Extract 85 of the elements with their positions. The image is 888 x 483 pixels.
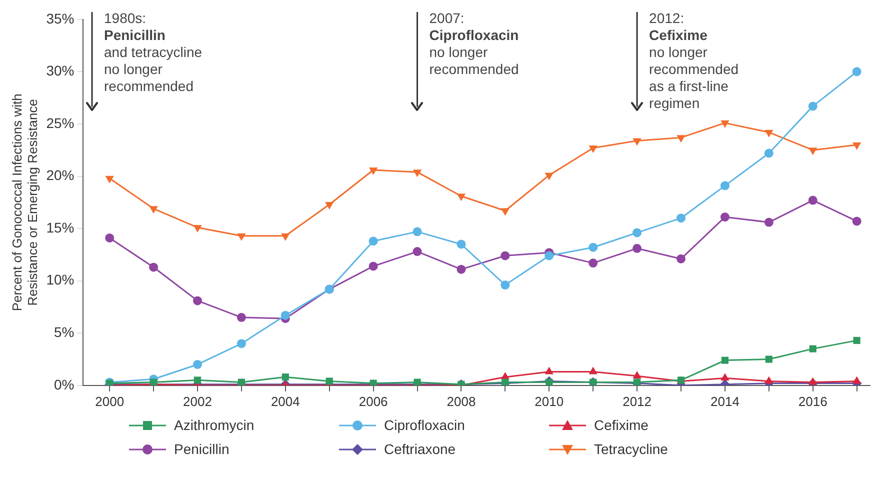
y-tick-label: 30% — [46, 62, 74, 79]
legend-label: Cefixime — [594, 417, 648, 433]
point — [282, 374, 289, 381]
x-tick-label: 2016 — [798, 394, 828, 409]
point — [237, 233, 246, 241]
point — [676, 214, 686, 223]
point — [500, 280, 510, 290]
y-tick-label: 15% — [46, 219, 74, 236]
point — [149, 262, 158, 272]
point — [720, 373, 730, 381]
point — [325, 202, 334, 210]
point — [456, 194, 466, 202]
x-tick-label: 2010 — [534, 394, 564, 409]
y-tick-label: 20% — [46, 167, 74, 184]
point — [853, 336, 860, 344]
point — [105, 176, 114, 184]
point — [412, 227, 422, 236]
point — [544, 366, 554, 374]
legend-label: Azithromycin — [174, 417, 254, 433]
legend-label: Ceftriaxone — [384, 441, 456, 457]
point — [105, 233, 114, 242]
point — [280, 310, 290, 320]
legend-label: Penicillin — [174, 441, 230, 457]
point — [852, 216, 862, 226]
y-axis-title: Percent of Gonococcal Infections with Resistance or Emerging Resistance — [9, 94, 40, 312]
x-tick-label: 2014 — [710, 394, 740, 409]
point — [632, 370, 642, 378]
y-tick-label: 5% — [54, 324, 74, 340]
point — [194, 376, 202, 384]
point — [720, 120, 730, 128]
legend-label: Ciprofloxacin — [384, 417, 465, 433]
point — [544, 251, 554, 260]
ref-line-label: 2012: Cefixime no longer recommended as a first-line regimen — [649, 10, 739, 111]
point — [676, 135, 686, 143]
x-tick-label: 2002 — [183, 394, 212, 409]
point — [808, 102, 818, 111]
point — [588, 366, 598, 374]
point — [236, 312, 246, 322]
point — [764, 148, 774, 158]
point — [720, 181, 730, 190]
point — [544, 172, 554, 180]
point — [632, 244, 642, 253]
x-tick-label: 2006 — [358, 394, 388, 409]
point — [500, 208, 510, 216]
point — [721, 356, 728, 364]
point — [808, 148, 818, 156]
point — [765, 356, 772, 363]
legend-label: Tetracycline — [594, 441, 668, 457]
point — [368, 167, 378, 175]
point — [546, 378, 553, 386]
point — [808, 196, 818, 205]
point — [720, 212, 730, 222]
point — [676, 254, 686, 264]
point — [456, 264, 466, 274]
ref-line-label: 2007: Ciprofloxacin no longer recommended — [429, 10, 519, 77]
point — [456, 240, 466, 249]
point — [236, 339, 246, 348]
point — [852, 142, 862, 150]
point — [764, 218, 774, 227]
x-tick-label: 2012 — [622, 394, 652, 409]
x-tick-label: 2008 — [446, 394, 476, 409]
point — [809, 345, 816, 352]
point — [368, 262, 378, 271]
point — [632, 228, 642, 238]
point — [500, 251, 510, 260]
point — [193, 224, 202, 232]
point — [412, 170, 422, 178]
y-tick-label: 10% — [46, 272, 74, 288]
point — [193, 296, 202, 306]
point — [632, 138, 642, 146]
x-tick-label: 2000 — [95, 394, 124, 409]
point — [588, 146, 598, 154]
point — [281, 233, 290, 241]
y-tick-label: 35% — [46, 10, 74, 26]
y-tick-label: 25% — [46, 114, 74, 131]
point — [412, 247, 422, 256]
point — [368, 236, 378, 246]
point — [149, 206, 158, 214]
x-tick-label: 2004 — [270, 394, 300, 409]
point — [588, 242, 598, 252]
y-tick-label: 0% — [54, 376, 74, 392]
point — [588, 258, 598, 268]
ref-line-label: 1980s: Penicillin and tetracycline no longer recommended — [104, 10, 202, 94]
point — [764, 130, 774, 138]
point — [193, 360, 202, 369]
